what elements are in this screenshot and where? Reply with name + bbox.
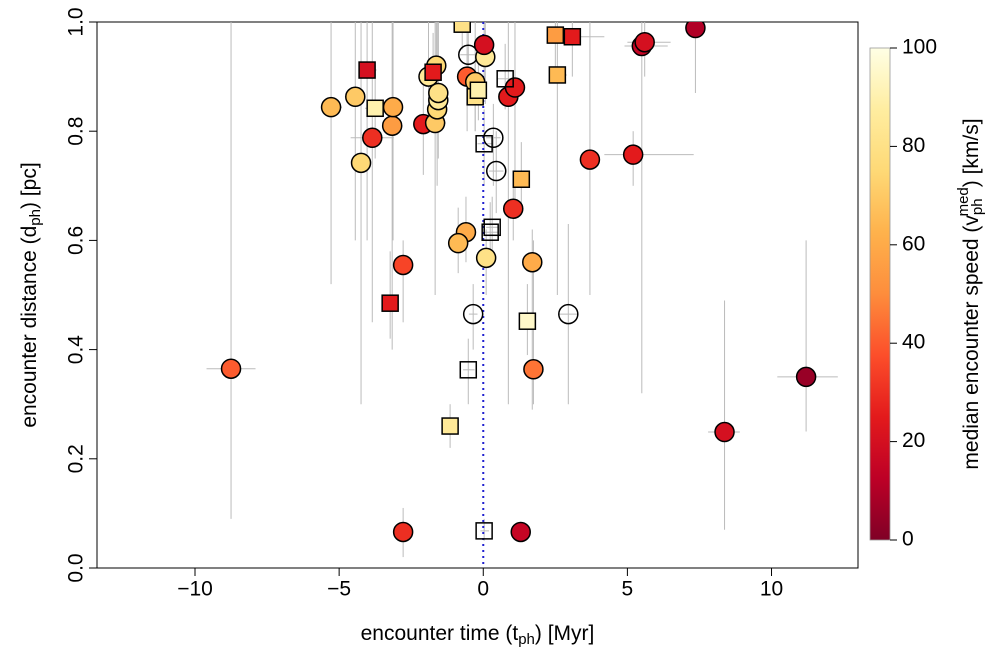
plot-frame: [96, 21, 859, 569]
square-marker: [481, 223, 499, 241]
square-marker: [496, 70, 514, 88]
colorbar: [869, 47, 891, 541]
colorbar-label-part: median encounter speed (v: [960, 215, 983, 470]
circle-marker: [522, 251, 543, 273]
y-tick-label: 0.8: [65, 117, 88, 146]
square-marker: [475, 522, 493, 540]
circle-marker: [579, 149, 601, 170]
circle-marker: [473, 34, 495, 56]
circle-marker: [714, 421, 735, 443]
circle-marker: [362, 127, 383, 149]
colorbar-tick-label: 20: [902, 429, 925, 452]
y-axis-label-part: ph: [27, 209, 44, 226]
x-tick-label: 0: [477, 578, 489, 601]
circle-marker: [320, 96, 342, 118]
square-marker: [546, 26, 565, 44]
x-tick-label: 10: [760, 578, 783, 601]
square-marker: [518, 312, 537, 330]
circle-marker: [523, 359, 544, 380]
circle-marker: [475, 247, 497, 269]
x-axis-label-part: ph: [518, 631, 535, 648]
colorbar-tick-label: 40: [902, 331, 925, 354]
square-marker: [366, 99, 384, 118]
square-marker: [424, 63, 442, 81]
colorbar-label: median encounter speed (vphmed) [km/s]: [955, 118, 986, 469]
square-marker: [459, 361, 478, 379]
colorbar-tick-label: 100: [902, 36, 937, 59]
y-tick-label: 0.2: [65, 444, 88, 473]
colorbar-label-part: ) [km/s]: [960, 118, 983, 187]
x-axis-label-part: encounter time (t: [361, 622, 519, 645]
colorbar-label-part: ph: [969, 198, 986, 215]
circle-marker: [485, 160, 507, 182]
x-tick-label: 5: [622, 578, 634, 601]
y-tick-label: 1.0: [65, 7, 88, 36]
square-marker: [441, 417, 459, 435]
circle-marker: [685, 22, 706, 39]
circle-marker: [392, 254, 414, 276]
colorbar-tick-label: 80: [902, 134, 925, 157]
square-marker: [475, 135, 493, 153]
square-marker: [381, 294, 399, 312]
x-tick-label: −10: [177, 578, 213, 601]
circle-marker: [220, 358, 242, 379]
circle-marker: [558, 303, 579, 325]
y-axis-label-part: encounter distance (d: [18, 226, 41, 428]
circle-marker: [447, 232, 469, 254]
x-axis-label: encounter time (tph) [Myr]: [361, 622, 595, 648]
y-axis-label-part: ) [pc]: [18, 162, 41, 209]
circle-marker: [795, 366, 817, 388]
square-marker: [483, 218, 501, 237]
plot-area: [206, 22, 838, 568]
colorbar-label-part: med: [955, 187, 972, 216]
circle-marker: [350, 152, 372, 174]
square-marker: [563, 27, 582, 46]
circle-marker: [502, 198, 524, 219]
circle-marker: [462, 303, 484, 325]
circle-marker: [381, 115, 403, 136]
square-marker: [358, 61, 376, 79]
circle-marker: [510, 521, 531, 543]
colorbar-tick-label: 0: [902, 528, 914, 551]
y-axis-label: encounter distance (dph) [pc]: [18, 162, 44, 427]
square-marker: [548, 66, 567, 84]
square-marker: [469, 81, 488, 99]
y-tick-label: 0.0: [65, 553, 88, 582]
y-tick-label: 0.6: [65, 226, 88, 255]
y-tick-label: 0.4: [65, 335, 88, 365]
circle-marker: [622, 144, 644, 165]
x-tick-label: −5: [327, 578, 351, 601]
circle-marker: [392, 521, 414, 543]
circle-marker: [345, 86, 366, 108]
x-axis-label-part: ) [Myr]: [535, 622, 594, 645]
circle-marker: [428, 82, 449, 104]
colorbar-tick-label: 60: [902, 232, 925, 255]
square-marker: [512, 170, 531, 188]
square-marker: [453, 22, 471, 33]
circle-marker: [382, 96, 404, 118]
circle-marker: [483, 127, 504, 149]
circle-marker: [634, 31, 655, 53]
